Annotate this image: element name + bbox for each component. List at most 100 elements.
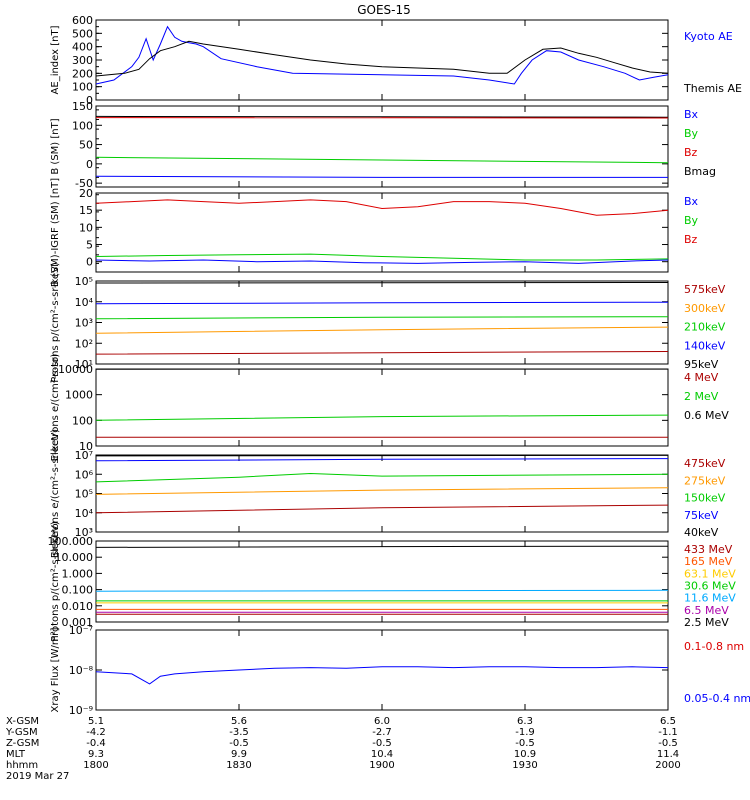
legend-entry: 30.6 MeV [684, 580, 736, 593]
x-row-value: 5.6 [231, 716, 247, 727]
y-tick-label: 0 [86, 256, 93, 269]
legend-entry: 275keV [684, 474, 726, 487]
y-tick-label: 10³ [75, 317, 93, 330]
y-tick-label: 1000 [65, 389, 93, 402]
legend-entry: 140keV [684, 339, 726, 352]
y-tick-label: 100.000 [48, 535, 94, 548]
y-tick-label: 15 [79, 204, 93, 217]
series-line-150kev [95, 472, 669, 483]
y-tick-label: 1.000 [62, 567, 94, 580]
series-line-75kev [95, 458, 669, 462]
y-axis-label: Electrons e/(cm²-s-sr-keV) [50, 429, 61, 558]
legend-entry: Bmag [684, 165, 716, 178]
legend-entry: By [684, 214, 699, 227]
y-tick-label: 10⁻⁸ [69, 664, 94, 677]
y-tick-label: 100 [72, 119, 93, 132]
series-line-bx [95, 175, 668, 178]
x-row-value: -0.5 [515, 738, 535, 749]
panel-4: 10¹ 10² 10³ 10⁴ 10⁵ Protons p/(cm²-s-sr-keV) 5… [50, 262, 726, 383]
legend-entry: 75keV [684, 509, 719, 522]
x-row-value: 1930 [512, 760, 537, 771]
legend-entry: 0.6 MeV [684, 409, 729, 422]
x-row-value: 6.5 [660, 716, 676, 727]
y-tick-label: 0.100 [62, 584, 94, 597]
date-label: 2019 Mar 27 [6, 771, 69, 782]
legend-entry: 165 MeV [684, 555, 733, 568]
legend-entry: 575keV [684, 283, 726, 296]
y-tick-label: 0 [86, 94, 93, 107]
x-row-value: 10.9 [514, 749, 536, 760]
panel-6: 10³ 10⁴ 10⁵ 10⁶ 10⁷ Electrons e/(cm²-s-sr-keV… [50, 429, 726, 558]
series-line-95kev [95, 282, 669, 284]
y-tick-label: 10⁷ [75, 449, 93, 462]
series-line-300kev [95, 326, 669, 334]
x-row-value: 6.3 [517, 716, 533, 727]
legend-entry: 0.1-0.8 nm [684, 640, 744, 653]
y-axis-label: AE_index [nT] [50, 25, 61, 94]
legend-entry: 0.05-0.4 nm [684, 692, 750, 705]
series-line-40kev [95, 454, 669, 457]
y-axis-label: Protons p/(cm²-s-sr-keV) [50, 262, 61, 383]
y-tick-label: 10⁴ [75, 507, 94, 520]
series-line-kyoto-ae [95, 25, 669, 85]
x-row-value: -2.7 [372, 727, 392, 738]
y-axis-label: Protons p/(cm²-s-sr-keV) [50, 521, 61, 642]
y-tick-label: 600 [72, 14, 93, 27]
legend-entry: Bz [684, 233, 698, 246]
y-axis-label: Electrons e/(cm²-s-sr) [50, 354, 61, 462]
y-tick-label: 10⁴ [75, 296, 94, 309]
y-tick-label: 150 [72, 100, 93, 113]
y-tick-label: 20 [79, 187, 93, 200]
legend-entry: 11.6 MeV [684, 592, 736, 605]
x-row-label: Y-GSM [5, 727, 38, 738]
x-row-value: -0.5 [372, 738, 392, 749]
panel-2: -50 0 50 100 150 B (SM) [nT] Bx By Bz Bmag [50, 100, 716, 190]
x-row-value: 10.4 [371, 749, 393, 760]
x-row-value: -0.5 [229, 738, 249, 749]
series-line-275kev [95, 487, 669, 495]
x-row-value: 5.1 [88, 716, 104, 727]
legend-entry: 2 MeV [684, 390, 719, 403]
y-tick-label: 0.010 [62, 600, 94, 613]
x-row-label: MLT [6, 749, 26, 760]
legend-entry: 6.5 MeV [684, 604, 729, 617]
panel-frame [95, 368, 669, 447]
x-row-value: 11.4 [657, 749, 679, 760]
y-tick-label: 200 [72, 67, 93, 80]
y-tick-label: 10 [79, 221, 93, 234]
legend-entry: 4 MeV [684, 371, 719, 384]
y-tick-label: 400 [72, 41, 93, 54]
legend-entry: 210keV [684, 321, 726, 334]
panel-frame [95, 629, 669, 711]
series-line-2-mev [95, 414, 669, 421]
y-axis-label: Xray Flux [W/m²] [50, 627, 61, 712]
series-line-210kev [95, 316, 669, 320]
legend-entry: Bx [684, 108, 699, 121]
legend-entry: 475keV [684, 457, 726, 470]
series-line-575kev [95, 351, 669, 355]
y-tick-label: 10⁶ [75, 468, 94, 481]
legend-entry: 40keV [684, 526, 719, 539]
x-row-value: 2000 [655, 760, 680, 771]
y-tick-label: 100 [72, 81, 93, 94]
y-tick-label: 5 [86, 239, 93, 252]
x-axis-table: X-GSM 5.1 5.6 6.0 6.3 6.5 Y-GSM -4.2 -3.5 -2.7 -1.… [5, 716, 681, 782]
legend-entry: By [684, 127, 699, 140]
legend-entry: 95keV [684, 358, 719, 371]
y-tick-label: 10¹ [75, 358, 93, 371]
x-row-label: Z-GSM [6, 738, 39, 749]
y-tick-label: 10 [79, 440, 93, 453]
panel-7: 0.001 0.010 0.100 1.000 10.000 100.000Protons… [48, 521, 737, 642]
series-line-140kev [95, 301, 669, 305]
y-tick-label: -50 [75, 177, 93, 190]
series-line-0-05-0-4-nm [95, 666, 669, 685]
plot-title: GOES-15 [357, 3, 411, 17]
legend-entry: Themis AE [683, 82, 742, 95]
y-tick-label: 300 [72, 54, 93, 67]
series-line-475kev [95, 504, 669, 514]
x-row-value: 6.0 [374, 716, 390, 727]
y-tick-label: 500 [72, 27, 93, 40]
y-axis-label: B (SM)-IGRF (SM) [nT] [50, 178, 61, 287]
